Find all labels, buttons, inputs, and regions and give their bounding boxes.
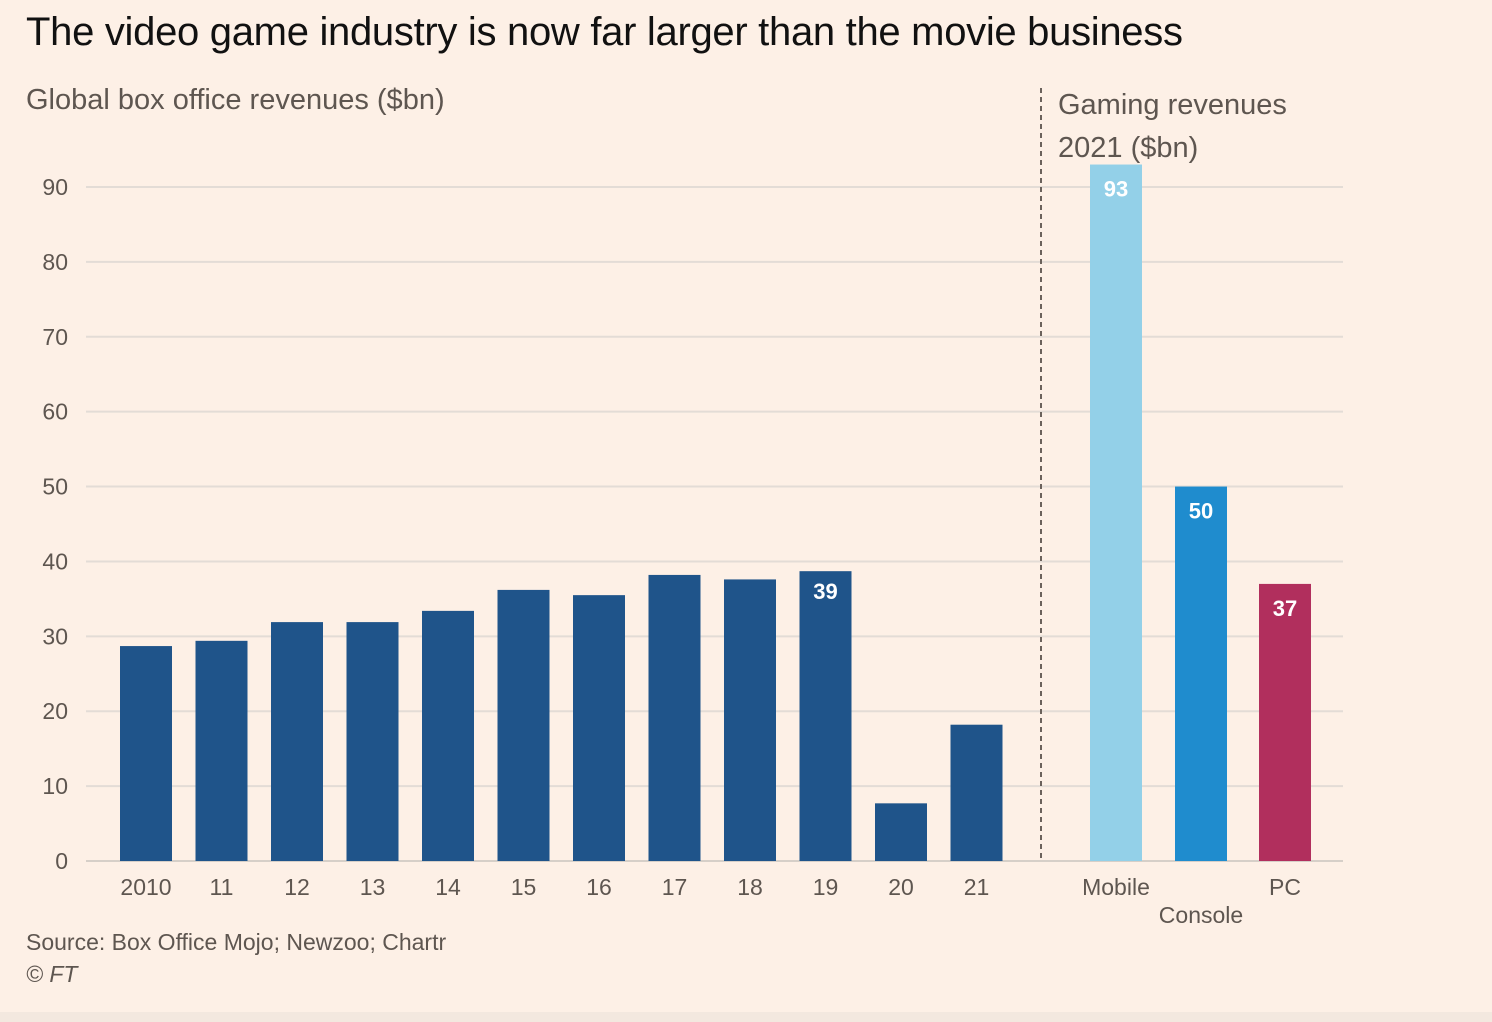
gaming-subtitle-line2: 2021 ($bn) xyxy=(1058,132,1199,164)
box-office-subtitle: Global box office revenues ($bn) xyxy=(26,84,445,116)
bar-box-office-12 xyxy=(271,622,323,861)
x-tick-label: 13 xyxy=(360,874,386,900)
bar-box-office-13 xyxy=(346,622,399,861)
y-tick-label: 60 xyxy=(42,399,68,425)
bar-box-office-11 xyxy=(195,640,248,861)
x-tick-label: 18 xyxy=(737,874,763,900)
x-tick-label: 21 xyxy=(964,874,990,900)
bar-gaming-mobile xyxy=(1090,164,1142,862)
x-tick-label: 20 xyxy=(888,874,914,900)
bar-box-office-2010 xyxy=(120,646,172,861)
data-label: 37 xyxy=(1273,596,1297,621)
bar-box-office-19 xyxy=(799,571,852,861)
copyright-text: © FT xyxy=(26,961,78,987)
x-tick-label: 14 xyxy=(435,874,461,900)
y-tick-label: 80 xyxy=(42,249,68,275)
y-tick-label: 0 xyxy=(55,848,68,874)
x-tick-label: 12 xyxy=(284,874,310,900)
bar-box-office-16 xyxy=(573,595,625,861)
chart-title: The video game industry is now far large… xyxy=(26,10,1183,54)
bar-gaming-pc xyxy=(1259,583,1311,861)
bar-box-office-17 xyxy=(648,574,701,861)
gaming-subtitle-line1: Gaming revenues xyxy=(1058,89,1287,121)
x-tick-label: 15 xyxy=(511,874,537,900)
source-text: Source: Box Office Mojo; Newzoo; Chartr xyxy=(26,929,447,955)
y-tick-label: 50 xyxy=(42,474,68,500)
bar-box-office-18 xyxy=(724,579,776,861)
y-tick-label: 90 xyxy=(42,174,68,200)
x-tick-label: 16 xyxy=(586,874,612,900)
x-tick-label: PC xyxy=(1269,874,1301,900)
x-tick-label: Mobile xyxy=(1082,874,1150,900)
bar-box-office-15 xyxy=(497,589,550,861)
y-tick-label: 40 xyxy=(42,548,68,574)
bottom-strip xyxy=(0,1012,1492,1022)
data-label: 93 xyxy=(1104,177,1128,202)
y-tick-label: 70 xyxy=(42,324,68,350)
bar-gaming-console xyxy=(1175,486,1227,861)
x-tick-label: 11 xyxy=(210,874,234,900)
x-tick-label: 19 xyxy=(813,874,839,900)
y-tick-label: 10 xyxy=(42,773,68,799)
bar-box-office-21 xyxy=(950,724,1003,861)
y-tick-label: 20 xyxy=(42,698,68,724)
y-tick-label: 30 xyxy=(42,623,68,649)
data-label: 39 xyxy=(813,579,837,604)
bar-box-office-14 xyxy=(422,610,474,861)
bar-box-office-20 xyxy=(875,803,927,861)
x-tick-label: 17 xyxy=(662,874,688,900)
x-tick-label: Console xyxy=(1159,902,1243,928)
source-note: Source: Box Office Mojo; Newzoo; Chartr … xyxy=(26,926,446,990)
data-label: 50 xyxy=(1189,499,1213,524)
gaming-subtitle: Gaming revenues 2021 ($bn) xyxy=(1058,84,1358,170)
x-tick-label: 2010 xyxy=(120,874,171,900)
